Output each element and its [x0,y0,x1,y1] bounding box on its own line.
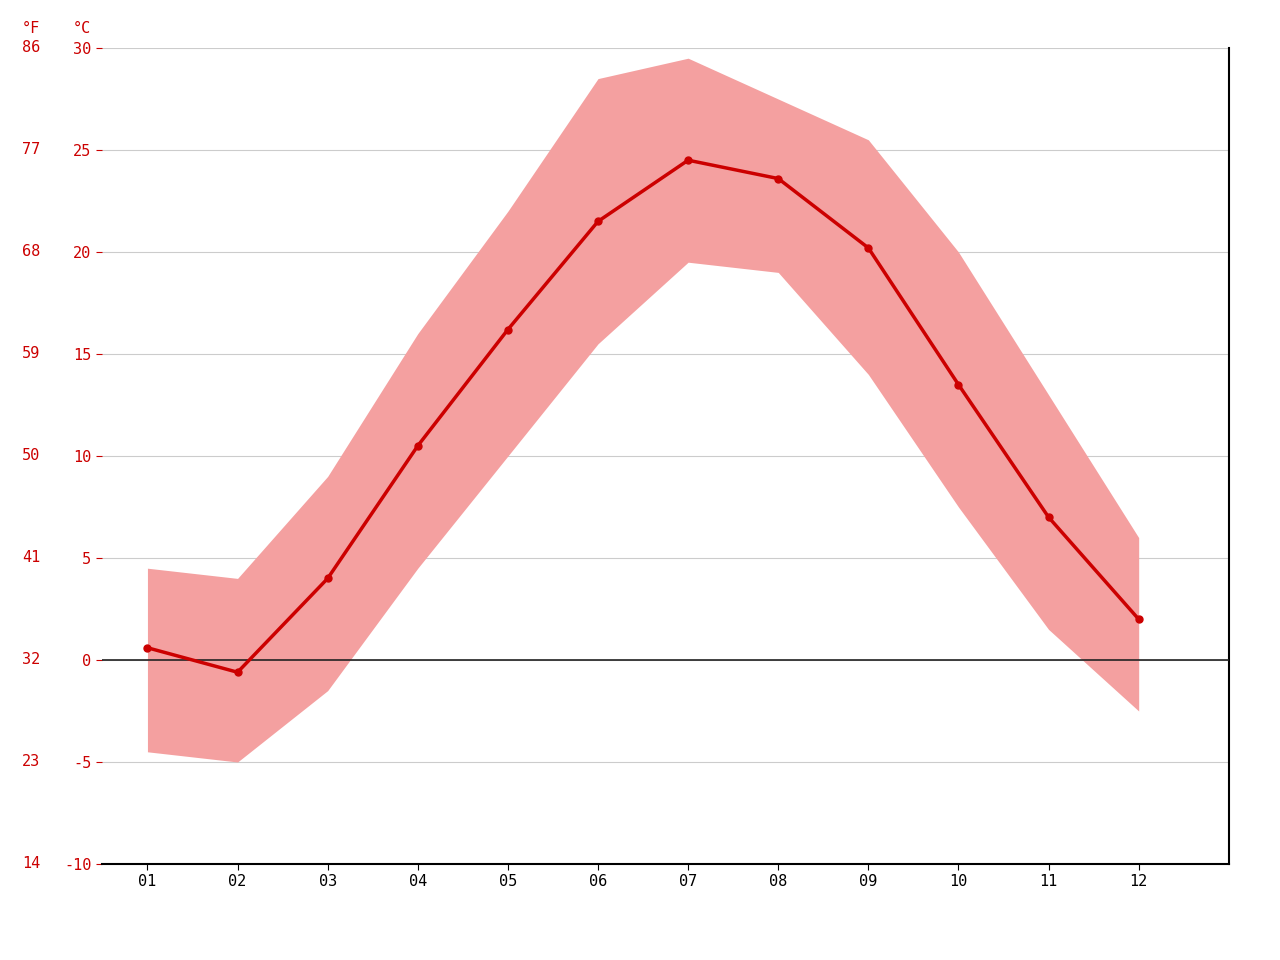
Text: °F: °F [22,21,41,36]
Text: °C: °C [73,21,91,36]
Text: 32: 32 [22,653,41,667]
Text: 41: 41 [22,550,41,565]
Text: 86: 86 [22,40,41,56]
Text: 77: 77 [22,142,41,157]
Text: 68: 68 [22,245,41,259]
Text: 14: 14 [22,856,41,872]
Text: 59: 59 [22,347,41,362]
Text: 50: 50 [22,448,41,464]
Text: 23: 23 [22,755,41,770]
